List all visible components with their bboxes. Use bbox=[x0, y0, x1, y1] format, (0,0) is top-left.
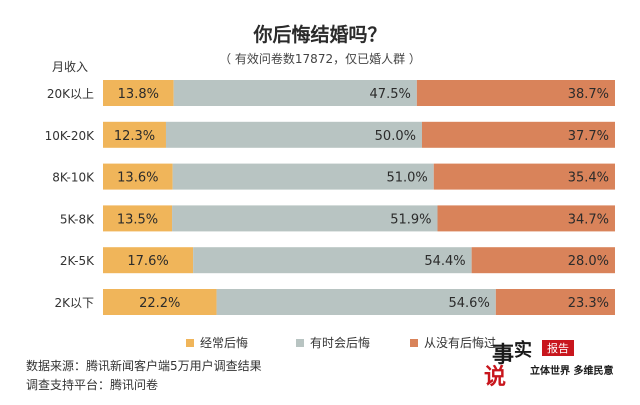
data-label: 28.0% bbox=[568, 254, 609, 269]
data-label: 13.8% bbox=[118, 87, 159, 102]
bar-segment bbox=[103, 289, 217, 315]
legend-label: 经常后悔 bbox=[200, 335, 248, 350]
bar-segment bbox=[103, 205, 173, 232]
data-label: 54.6% bbox=[449, 296, 490, 311]
category-label: 5K-8K bbox=[60, 212, 95, 226]
bar-segment bbox=[103, 163, 173, 190]
bar-segment bbox=[495, 289, 615, 315]
bar-segment bbox=[103, 247, 194, 274]
bar-segment bbox=[103, 121, 166, 148]
category-label: 2K-5K bbox=[60, 254, 95, 268]
data-source-note: 数据来源：腾讯新闻客户端5万用户调查结果 bbox=[26, 359, 262, 373]
bar-segment bbox=[437, 205, 615, 232]
brand-logo: 事 实 说 报告 立体世界 多维民意 bbox=[484, 339, 613, 390]
legend-swatch bbox=[186, 339, 194, 347]
chart-title: 你后悔结婚吗？ bbox=[253, 24, 387, 46]
data-label: 38.7% bbox=[568, 87, 609, 102]
legend-swatch bbox=[410, 339, 418, 347]
bar-segment bbox=[172, 163, 434, 190]
data-label: 12.3% bbox=[114, 129, 155, 144]
bar-segment bbox=[216, 289, 496, 315]
category-label: 20K以上 bbox=[47, 87, 94, 101]
logo-char-1: 事 bbox=[492, 342, 514, 368]
bar-segment bbox=[103, 80, 174, 106]
data-label: 37.7% bbox=[568, 129, 609, 144]
legend-label: 从没有后悔过 bbox=[424, 335, 496, 350]
category-label: 8K-10K bbox=[52, 171, 95, 185]
bar-segment bbox=[421, 121, 615, 148]
data-label: 50.0% bbox=[375, 129, 416, 144]
data-label: 23.3% bbox=[568, 296, 609, 311]
bar-segment bbox=[173, 80, 417, 106]
logo-badge-bg bbox=[542, 340, 574, 356]
data-label: 13.6% bbox=[117, 171, 158, 186]
chart-subtitle: （ 有效问卷数17872，仅已婚人群 ） bbox=[219, 52, 421, 66]
legend-label: 有时会后悔 bbox=[310, 335, 370, 350]
data-label: 13.5% bbox=[117, 212, 158, 227]
logo-char-3: 说 bbox=[484, 364, 506, 390]
bar-segment bbox=[433, 163, 615, 190]
y-axis-label: 月收入 bbox=[52, 60, 88, 74]
legend-swatch bbox=[296, 339, 304, 347]
bar-segment bbox=[172, 205, 438, 232]
data-label: 34.7% bbox=[568, 212, 609, 227]
bar-segment bbox=[416, 80, 615, 106]
data-label: 54.4% bbox=[424, 254, 465, 269]
data-label: 35.4% bbox=[568, 171, 609, 186]
logo-slogan: 立体世界 多维民意 bbox=[530, 364, 613, 377]
logo-char-2: 实 bbox=[514, 339, 532, 361]
bar-segment bbox=[471, 247, 615, 274]
data-label: 17.6% bbox=[127, 254, 168, 269]
legend: 经常后悔 有时会后悔 从没有后悔过 bbox=[186, 335, 496, 350]
category-label: 2K以下 bbox=[54, 296, 94, 310]
data-label: 51.0% bbox=[386, 171, 427, 186]
platform-note: 调查支持平台：腾讯问卷 bbox=[26, 378, 159, 392]
data-label: 22.2% bbox=[139, 296, 180, 311]
data-label: 51.9% bbox=[390, 212, 431, 227]
bar-segment bbox=[193, 247, 472, 274]
logo-badge: 报告 bbox=[547, 341, 569, 355]
bar-segment bbox=[165, 121, 422, 148]
category-label: 10K-20K bbox=[45, 129, 95, 143]
data-label: 47.5% bbox=[370, 87, 411, 102]
bars-group: 20K以上 13.8% 47.5% 38.7% 10K-20K 12.3% 50.0% 37.… bbox=[45, 80, 615, 315]
